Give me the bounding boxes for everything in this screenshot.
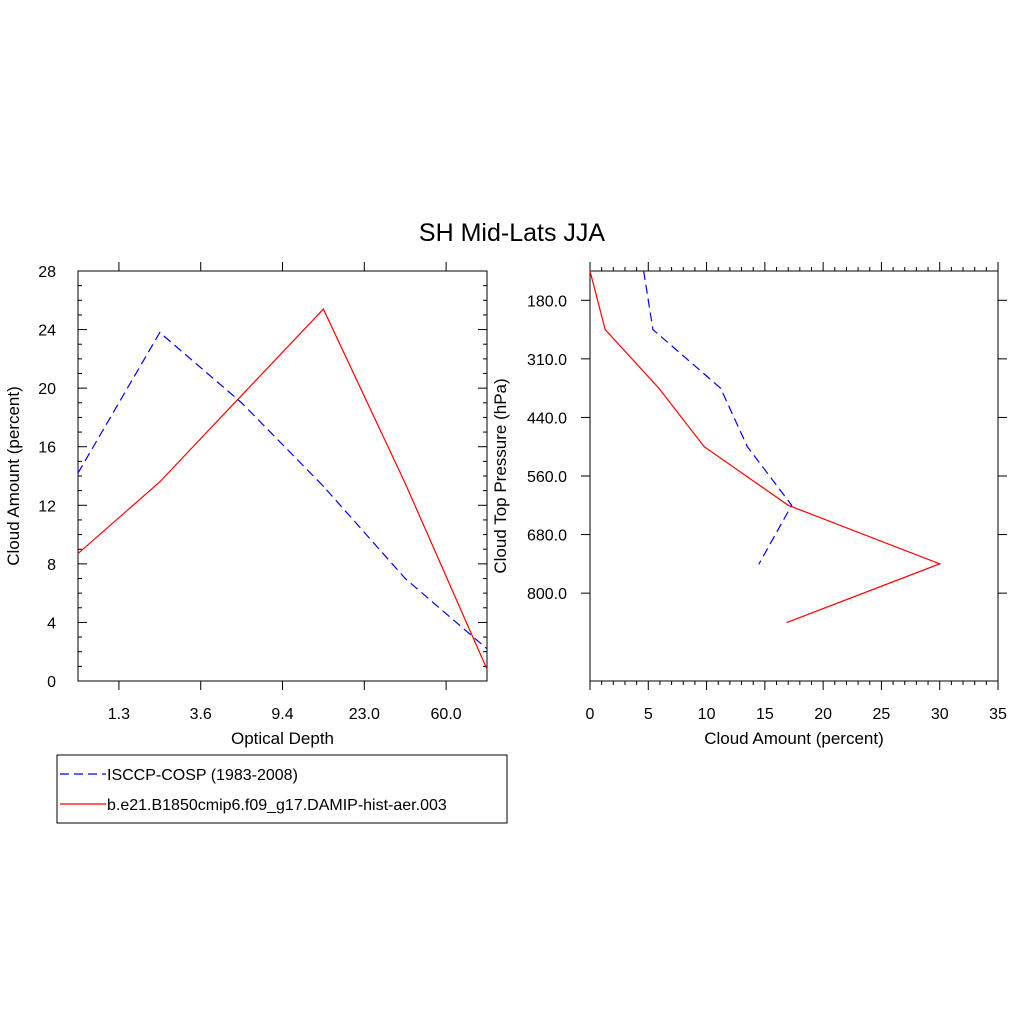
right-series-line-0: [643, 270, 793, 565]
left-y-axis-title: Cloud Amount (percent): [4, 386, 23, 566]
right-series-point-0: [719, 387, 722, 389]
right-series-point-0: [643, 270, 645, 272]
left-panel: 0 4 8 12 16 20 24 28 1.3 3.6 9.4 23.0 60.0 Optical De…: [4, 262, 488, 748]
left-x-tick-label: 9.4: [271, 706, 293, 723]
left-x-tick-label: 60.0: [431, 706, 462, 723]
left-series-point-1: [486, 668, 488, 670]
right-x-tick-label: 30: [931, 706, 949, 723]
right-x-tick-label: 35: [989, 706, 1007, 723]
right-x-tick-label: 25: [873, 706, 891, 723]
left-y-tick-label: 28: [38, 264, 56, 281]
right-x-axis-title: Cloud Amount (percent): [704, 729, 884, 748]
right-y-tick-label: 310.0: [527, 352, 567, 369]
left-series-line-0: [77, 331, 488, 650]
right-y-axis-title: Cloud Top Pressure (hPa): [491, 378, 510, 573]
legend: ISCCP-COSP (1983-2008) b.e21.B1850cmip6.…: [56, 754, 508, 824]
right-y-tick-label: 440.0: [527, 410, 567, 427]
right-series-line-1: [589, 270, 942, 623]
left-series-line-1: [77, 308, 488, 670]
left-series-point-0: [404, 577, 406, 580]
right-series-point-1: [604, 328, 606, 331]
right-series-point-1: [939, 563, 941, 565]
right-x-tick-label: 20: [814, 706, 832, 723]
right-x-tick-label: 5: [644, 706, 653, 723]
left-x-tick-label: 23.0: [349, 706, 380, 723]
right-series-point-1: [658, 387, 660, 389]
left-series-point-0: [241, 402, 243, 404]
left-plot-frame: [77, 270, 488, 682]
left-x-tick-label: 3.6: [190, 706, 212, 723]
left-series-point-1: [77, 553, 79, 555]
right-y-tick-label: 680.0: [527, 528, 567, 545]
legend-box: [56, 754, 508, 824]
right-y-tick-label: 800.0: [527, 586, 567, 603]
right-series-point-0: [791, 504, 793, 506]
legend-label-isccp: ISCCP-COSP (1983-2008): [107, 767, 298, 784]
left-y-tick-label: 24: [38, 323, 56, 340]
right-series-point-0: [746, 446, 748, 448]
right-y-tick-label: 560.0: [527, 469, 567, 486]
legend-label-model: b.e21.B1850cmip6.f09_g17.DAMIP-hist-aer.…: [107, 797, 447, 814]
left-series-point-0: [77, 472, 79, 474]
left-x-tick-label: 1.3: [108, 706, 130, 723]
chart-title: SH Mid-Lats JJA: [419, 219, 605, 247]
left-series-point-1: [322, 308, 324, 310]
left-y-tick-label: 20: [38, 381, 56, 398]
right-x-tick-label: 0: [586, 706, 595, 723]
left-y-tick-label: 0: [47, 674, 56, 691]
left-y-tick-label: 12: [38, 498, 56, 515]
left-y-tick-label: 16: [38, 440, 56, 457]
right-series-point-1: [787, 504, 789, 506]
right-series-point-1: [786, 621, 788, 624]
left-series-point-1: [404, 482, 406, 484]
right-y-tick-label: 180.0: [527, 293, 567, 310]
left-x-axis-title: Optical Depth: [231, 729, 334, 748]
right-x-tick-label: 15: [756, 706, 774, 723]
right-series-point-1: [589, 270, 591, 272]
left-series-point-0: [159, 331, 161, 334]
right-series-point-1: [703, 446, 705, 448]
right-series-point-0: [652, 328, 654, 331]
left-y-tick-label: 8: [47, 557, 56, 574]
right-x-tick-label: 10: [698, 706, 716, 723]
left-series-point-1: [159, 481, 161, 483]
right-series-point-0: [758, 563, 760, 565]
left-series-point-0: [486, 648, 488, 650]
left-series-point-1: [241, 394, 243, 397]
left-series-point-0: [322, 485, 324, 487]
right-panel: 0 5 10 15 20 25 30 35 180.0 310.0 440.0 560.0 680.0 8…: [491, 262, 1007, 748]
left-y-tick-label: 4: [47, 615, 56, 632]
